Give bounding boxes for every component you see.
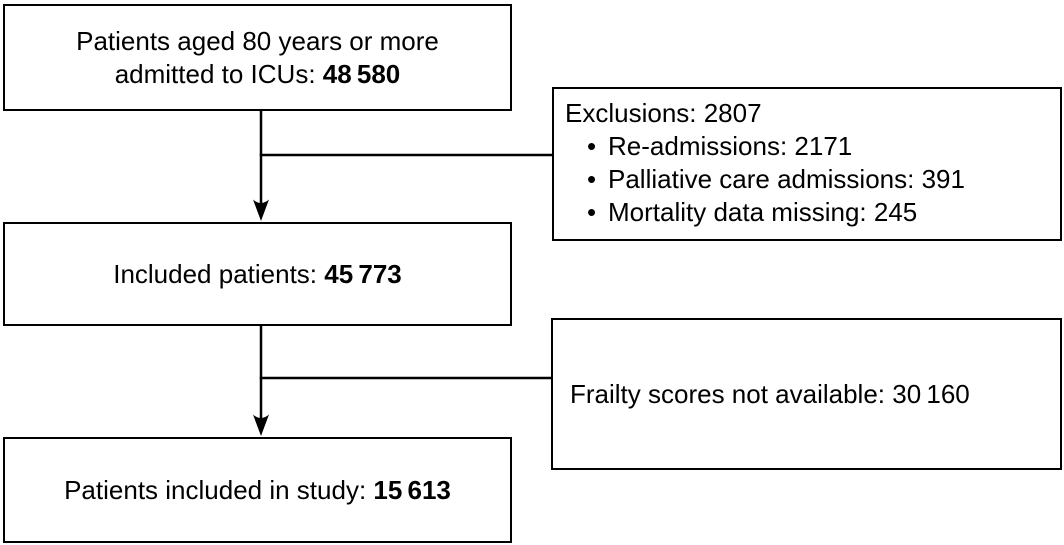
box-frailty-missing: Frailty scores not available: 30 160 [551,318,1062,470]
box-study-included: Patients included in study: 15 613 [3,437,512,543]
box-study-included-text: Patients included in study: 15 613 [64,474,451,507]
box-patients-admitted: Patients aged 80 years or more admitted … [3,4,512,111]
bullet-icon: • [587,131,597,161]
exclusions-item-palliative: • Palliative care admissions: 391 [565,163,965,196]
included-label: Included patients: [113,258,325,289]
study-count: 15 613 [373,474,451,505]
exclusions-item-readmissions: • Re-admissions: 2171 [565,130,965,163]
bullet-icon: • [587,197,597,227]
admitted-line2-label: admitted to ICUs: [114,58,323,89]
box-included-patients: Included patients: 45 773 [3,222,512,326]
box-patients-admitted-text: Patients aged 80 years or more admitted … [76,25,439,91]
included-count: 45 773 [324,258,402,289]
bullet-icon: • [587,164,597,194]
arrow-1-arrowhead-icon [253,199,269,221]
exclusions-item-mortality-text: Mortality data missing: 245 [608,197,918,227]
box-included-patients-text: Included patients: 45 773 [113,258,402,291]
admitted-count: 48 580 [322,58,401,89]
admitted-line1: Patients aged 80 years or more [76,25,439,56]
box-exclusions: Exclusions: 2807 • Re-admissions: 2171 •… [552,87,1062,241]
exclusions-item-mortality: • Mortality data missing: 245 [565,196,965,229]
box-exclusions-text: Exclusions: 2807 • Re-admissions: 2171 •… [565,97,965,229]
box-frailty-missing-text: Frailty scores not available: 30 160 [570,378,970,409]
arrow-2-arrowhead-icon [253,414,269,436]
exclusions-item-readmissions-text: Re-admissions: 2171 [608,131,853,161]
exclusions-title: Exclusions: 2807 [565,98,762,128]
exclusions-item-palliative-text: Palliative care admissions: 391 [608,164,965,194]
study-label: Patients included in study: [64,474,374,505]
